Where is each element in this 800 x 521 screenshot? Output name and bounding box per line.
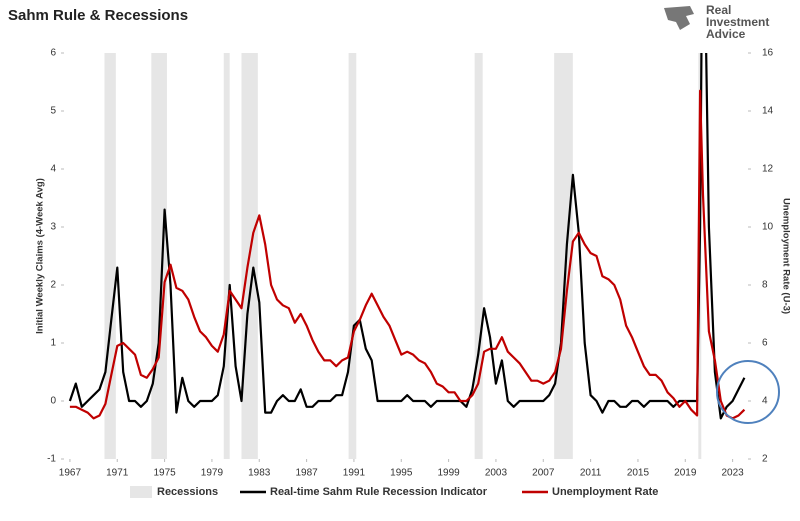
y2-tick-label: 6 xyxy=(762,338,768,349)
y2-tick-label: 8 xyxy=(762,280,768,291)
y-tick-label: 2 xyxy=(50,280,56,291)
legend-label: Real-time Sahm Rule Recession Indicator xyxy=(270,486,488,498)
y-tick-label: 6 xyxy=(50,48,56,59)
x-tick-label: 1971 xyxy=(106,468,129,479)
y2-tick-label: 14 xyxy=(762,106,774,117)
y-axis-label: Initial Weekly Claims (4-Week Avg) xyxy=(35,178,46,334)
series-line xyxy=(69,89,746,420)
y-tick-label: 5 xyxy=(50,106,56,117)
logo-text: Advice xyxy=(706,27,746,41)
y2-axis-label: Unemployment Rate (U-3) xyxy=(780,198,791,314)
y-tick-label: 3 xyxy=(50,222,56,233)
x-tick-label: 1999 xyxy=(437,468,460,479)
x-tick-label: 1983 xyxy=(248,468,271,479)
x-tick-label: 1975 xyxy=(153,468,176,479)
y2-tick-label: 4 xyxy=(762,396,768,407)
y2-tick-label: 12 xyxy=(762,164,774,175)
x-tick-label: 1995 xyxy=(390,468,413,479)
logo-icon xyxy=(664,6,694,30)
chart-title: Sahm Rule & Recessions xyxy=(8,7,188,24)
x-tick-label: 2023 xyxy=(721,468,744,479)
y2-tick-label: 2 xyxy=(762,454,768,465)
x-tick-label: 1991 xyxy=(343,468,366,479)
y2-tick-label: 16 xyxy=(762,48,774,59)
x-tick-label: 1979 xyxy=(201,468,224,479)
legend-label: Unemployment Rate xyxy=(552,486,658,498)
logo-text: Real xyxy=(706,3,731,17)
recession-band xyxy=(348,53,357,459)
x-tick-label: 1987 xyxy=(295,468,318,479)
recession-band xyxy=(474,53,483,459)
y-tick-label: 0 xyxy=(50,396,56,407)
logo-text: Investment xyxy=(706,15,769,29)
x-tick-label: 2015 xyxy=(627,468,650,479)
x-tick-label: 2019 xyxy=(674,468,697,479)
y-tick-label: 1 xyxy=(50,338,56,349)
recession-band xyxy=(151,53,167,459)
x-tick-label: 2011 xyxy=(580,468,602,479)
y-tick-label: 4 xyxy=(50,164,56,175)
x-tick-label: 1967 xyxy=(59,468,82,479)
y-tick-label: -1 xyxy=(47,454,56,465)
y2-tick-label: 10 xyxy=(762,222,774,233)
series-line xyxy=(68,53,746,420)
x-tick-label: 2007 xyxy=(532,468,555,479)
recession-band xyxy=(104,53,116,459)
highlight-circle xyxy=(716,360,780,424)
line-layer xyxy=(68,53,746,420)
legend-label: Recessions xyxy=(157,486,218,498)
legend-swatch xyxy=(130,486,152,498)
recession-band xyxy=(223,53,230,459)
x-tick-label: 2003 xyxy=(485,468,508,479)
